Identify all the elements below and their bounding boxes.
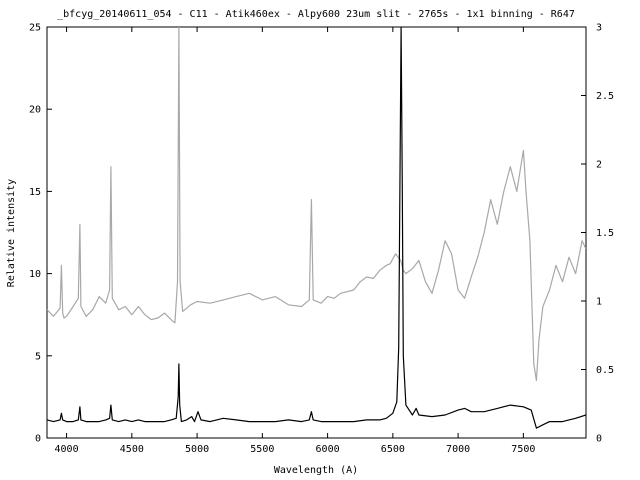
y-right-tick-label: 1.5 [596, 228, 614, 239]
x-tick-label: 5500 [250, 444, 274, 455]
x-tick-label: 4000 [55, 444, 79, 455]
y-axis-label: Relative intensity [6, 179, 17, 287]
y-left-tick-label: 15 [29, 187, 41, 198]
y-right-tick-label: 0 [596, 434, 602, 445]
x-axis: 4000 4500 5000 5500 6000 6500 7000 7500 [55, 27, 535, 455]
y-axis-right: 0 0.5 1 1.5 2 2.5 3 [581, 23, 614, 445]
series-layer [47, 27, 586, 429]
y-left-tick-label: 20 [29, 105, 41, 116]
y-right-tick-label: 2 [596, 160, 602, 171]
y-right-tick-label: 2.5 [596, 91, 614, 102]
y-axis-left: 0 5 10 15 20 25 [29, 23, 52, 445]
series-line-1 [47, 27, 586, 429]
x-tick-label: 7500 [511, 444, 535, 455]
plot-frame [46, 26, 587, 439]
y-left-tick-label: 10 [29, 269, 41, 280]
x-tick-label: 6000 [316, 444, 340, 455]
x-tick-label: 7000 [446, 444, 470, 455]
x-tick-label: 4500 [120, 444, 144, 455]
x-tick-label: 6500 [381, 444, 405, 455]
chart-title: _bfcyg_20140611_054 - C11 - Atik460ex - … [57, 9, 575, 20]
y-left-tick-label: 25 [29, 23, 41, 34]
x-axis-label: Wavelength (A) [274, 465, 358, 476]
plot-area [46, 26, 587, 439]
y-right-tick-label: 1 [596, 297, 602, 308]
series-line-2 [47, 27, 586, 382]
x-tick-label: 5000 [185, 444, 209, 455]
y-right-tick-label: 0.5 [596, 365, 614, 376]
y-left-tick-label: 0 [35, 434, 41, 445]
y-right-tick-label: 3 [596, 23, 602, 34]
y-left-tick-label: 5 [35, 351, 41, 362]
